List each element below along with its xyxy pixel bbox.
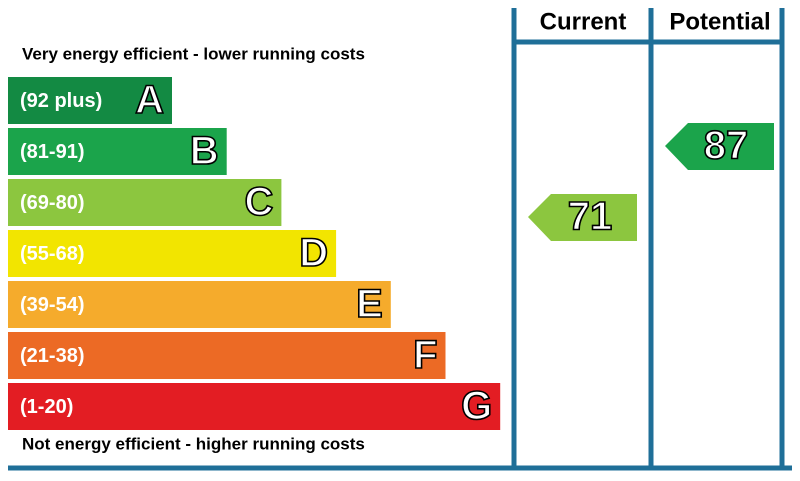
- band-range: (55-68): [20, 243, 84, 265]
- band-letter: B: [190, 129, 219, 173]
- header-potential: Potential: [669, 8, 770, 35]
- band-bar: [8, 230, 337, 277]
- band-bar: [8, 383, 501, 430]
- band-range: (39-54): [20, 294, 84, 316]
- band-range: (92 plus): [20, 90, 102, 112]
- band-bar: [8, 332, 446, 379]
- band-range: (81-91): [20, 141, 84, 163]
- current-value: 71: [568, 195, 613, 239]
- band-letter: A: [135, 78, 164, 122]
- potential-arrow: [665, 123, 774, 170]
- band-bar: [8, 128, 227, 175]
- header-current: Current: [540, 8, 627, 35]
- band-range: (21-38): [20, 345, 84, 367]
- band-letter: G: [461, 384, 492, 428]
- bottom-note: Not energy efficient - higher running co…: [22, 434, 365, 453]
- band-letter: F: [413, 333, 437, 377]
- band-letter: E: [356, 282, 383, 326]
- potential-value: 87: [704, 124, 749, 168]
- band-range: (69-80): [20, 192, 84, 214]
- band-bar: [8, 281, 391, 328]
- top-note: Very energy efficient - lower running co…: [22, 44, 365, 63]
- band-range: (1-20): [20, 396, 73, 418]
- current-arrow: [528, 194, 637, 241]
- band-bar: [8, 77, 172, 124]
- band-bar: [8, 179, 282, 226]
- band-letter: C: [245, 180, 274, 224]
- band-letter: D: [299, 231, 328, 275]
